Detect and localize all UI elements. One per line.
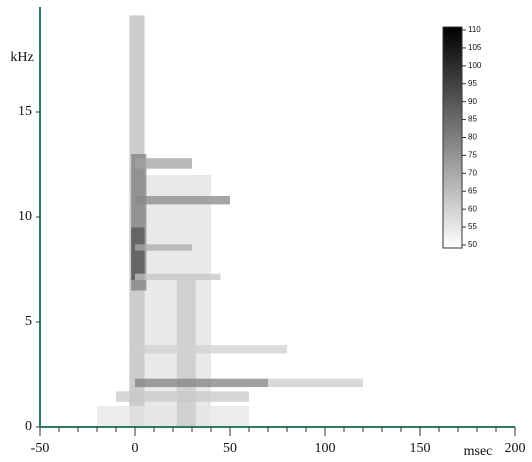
spectral-block [135,345,287,354]
x-tick-label: 150 [410,441,431,456]
spectral-block [135,244,192,251]
x-axis-label: msec [464,444,493,459]
colorbar-tick-label: 90 [468,97,477,106]
colorbar-tick-label: 55 [468,222,477,231]
colorbar-tick-label: 80 [468,133,477,142]
colorbar [442,26,463,249]
colorbar-tick-label: 50 [468,240,477,249]
colorbar-tick-label: 85 [468,115,477,124]
y-tick-label: 5 [25,314,32,329]
spectral-block [135,378,268,388]
colorbar-tick-label: 75 [468,151,477,160]
y-tick-label: 15 [18,104,32,119]
x-tick-label: 100 [315,441,336,456]
spectral-block [135,273,221,280]
x-tick-label: -50 [31,441,50,456]
colorbar-tick-label: 100 [468,61,482,70]
colorbar-tick-label: 95 [468,79,477,88]
spectral-block [116,391,249,402]
colorbar-tick-label: 70 [468,168,477,177]
spectral-block [268,378,363,388]
spectral-block [131,227,145,280]
y-tick-label: 0 [25,419,32,434]
colorbar-tick-label: 110 [468,25,481,34]
colorbar-tick-label: 65 [468,186,477,195]
spectral-block [135,196,230,205]
y-tick-label: 10 [18,209,32,224]
spectral-block [97,406,249,427]
x-tick-label: 0 [132,441,139,456]
y-axis-label: kHz [10,50,33,65]
colorbar-tick-label: 105 [468,43,482,52]
spectral-block [135,158,192,169]
x-tick-label: 200 [505,441,526,456]
colorbar-tick-label: 60 [468,204,477,213]
x-tick-label: 50 [223,441,237,456]
